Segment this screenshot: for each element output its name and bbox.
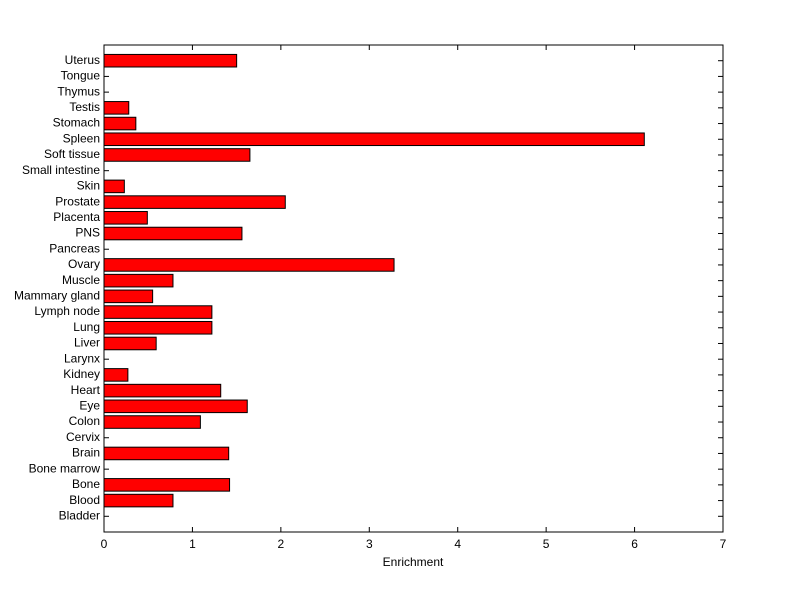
y-tick-label: Liver: [74, 336, 100, 350]
y-tick-label: Bone marrow: [29, 461, 101, 475]
y-tick-label: Pancreas: [49, 241, 100, 255]
y-tick-label: Placenta: [53, 210, 100, 224]
y-tick-label: Lymph node: [34, 304, 100, 318]
y-tick-label: Skin: [77, 179, 100, 193]
bar: [103, 336, 157, 351]
bar: [103, 320, 213, 335]
x-tick-label: 2: [278, 537, 285, 551]
x-tick-label: 6: [631, 537, 638, 551]
y-tick-label: Soft tissue: [44, 147, 100, 161]
y-tick-label: Cervix: [66, 430, 100, 444]
x-axis-label: Enrichment: [383, 555, 444, 569]
y-tick-label: Bladder: [59, 508, 100, 522]
bar: [103, 446, 230, 461]
y-tick-label: Brain: [72, 446, 100, 460]
bar: [103, 305, 213, 319]
y-tick-label: Mammary gland: [14, 289, 100, 303]
bar: [103, 53, 238, 68]
x-tick-label: 5: [543, 537, 550, 551]
y-tick-label: Larynx: [64, 351, 100, 365]
y-tick-label: Muscle: [62, 273, 100, 287]
bar: [103, 493, 174, 508]
y-tick-label: Bone: [72, 477, 100, 491]
bar: [103, 258, 395, 272]
bar: [103, 211, 148, 225]
bar: [103, 132, 645, 147]
y-tick-label: Blood: [69, 493, 100, 507]
bar: [103, 226, 243, 241]
bar: [103, 368, 129, 382]
bar: [103, 289, 154, 304]
bar: [103, 478, 231, 492]
bar: [103, 195, 286, 209]
y-tick-label: Tongue: [61, 69, 101, 83]
y-tick-label: Eye: [79, 398, 100, 412]
y-tick-label: Stomach: [53, 116, 100, 130]
bar: [103, 399, 248, 414]
y-tick-label: Ovary: [68, 257, 100, 271]
y-tick-label: Testis: [69, 100, 100, 114]
bar: [103, 148, 251, 162]
y-tick-label: Thymus: [57, 84, 100, 98]
x-tick-label: 7: [720, 537, 727, 551]
y-tick-label: Heart: [71, 383, 101, 397]
x-tick-label: 4: [454, 537, 461, 551]
y-tick-label: Colon: [69, 414, 100, 428]
bar: [103, 101, 130, 115]
y-tick-label: Spleen: [63, 131, 100, 145]
bar: [103, 273, 174, 288]
bar: [103, 383, 222, 398]
y-tick-label: Kidney: [63, 367, 100, 381]
bar: [103, 116, 137, 131]
bar: [103, 179, 125, 194]
x-tick-label: 1: [189, 537, 196, 551]
x-tick-label: 3: [366, 537, 373, 551]
y-tick-label: Lung: [73, 320, 100, 334]
y-tick-label: PNS: [75, 226, 100, 240]
bar: [103, 415, 201, 429]
y-tick-label: Uterus: [65, 53, 100, 67]
y-tick-label: Small intestine: [22, 163, 100, 177]
x-tick-label: 0: [101, 537, 108, 551]
y-tick-label: Prostate: [55, 194, 100, 208]
